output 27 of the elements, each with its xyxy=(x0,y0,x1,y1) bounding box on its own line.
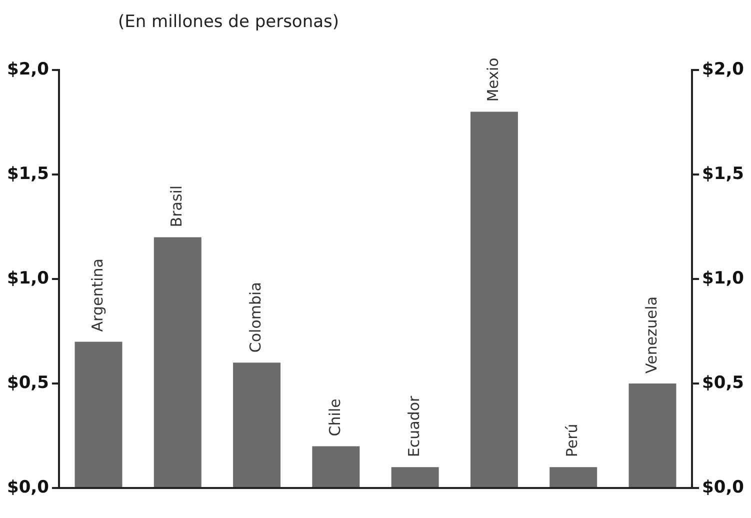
x-tick-label: Venezuela xyxy=(642,296,660,374)
y-tick-label: $1,5 xyxy=(6,164,49,184)
y-tick-label: $1,0 xyxy=(6,268,50,288)
x-tick-label: Mexio xyxy=(484,58,502,102)
bar xyxy=(154,237,202,487)
y2-tick-label: $1,5 xyxy=(702,164,744,184)
x-tick-label: Brasil xyxy=(168,185,186,228)
y2-tick-label: $0,5 xyxy=(702,372,744,393)
bar xyxy=(391,467,439,487)
y-tick-label: $0,5 xyxy=(6,372,49,393)
y2-tick-label: $0,0 xyxy=(702,477,744,498)
chart-title: (En millones de personas) xyxy=(118,12,340,32)
bar xyxy=(550,467,598,487)
y2-tick-label: $2,0 xyxy=(702,59,744,80)
bar xyxy=(312,446,360,487)
x-tick-label: Ecuador xyxy=(404,394,423,458)
x-tick-label: Colombia xyxy=(246,282,265,353)
x-tick-label: Argentina xyxy=(88,258,106,332)
x-tick-label: Chile xyxy=(326,398,344,436)
bar xyxy=(470,112,518,487)
bar xyxy=(233,362,281,487)
bar xyxy=(628,384,676,487)
y2-tick-label: $1,0 xyxy=(702,268,744,288)
y-tick-label: $0,0 xyxy=(6,477,50,498)
bar xyxy=(74,342,122,487)
y-tick-label: $2,0 xyxy=(6,59,50,80)
x-tick-label: Perú xyxy=(563,424,582,458)
